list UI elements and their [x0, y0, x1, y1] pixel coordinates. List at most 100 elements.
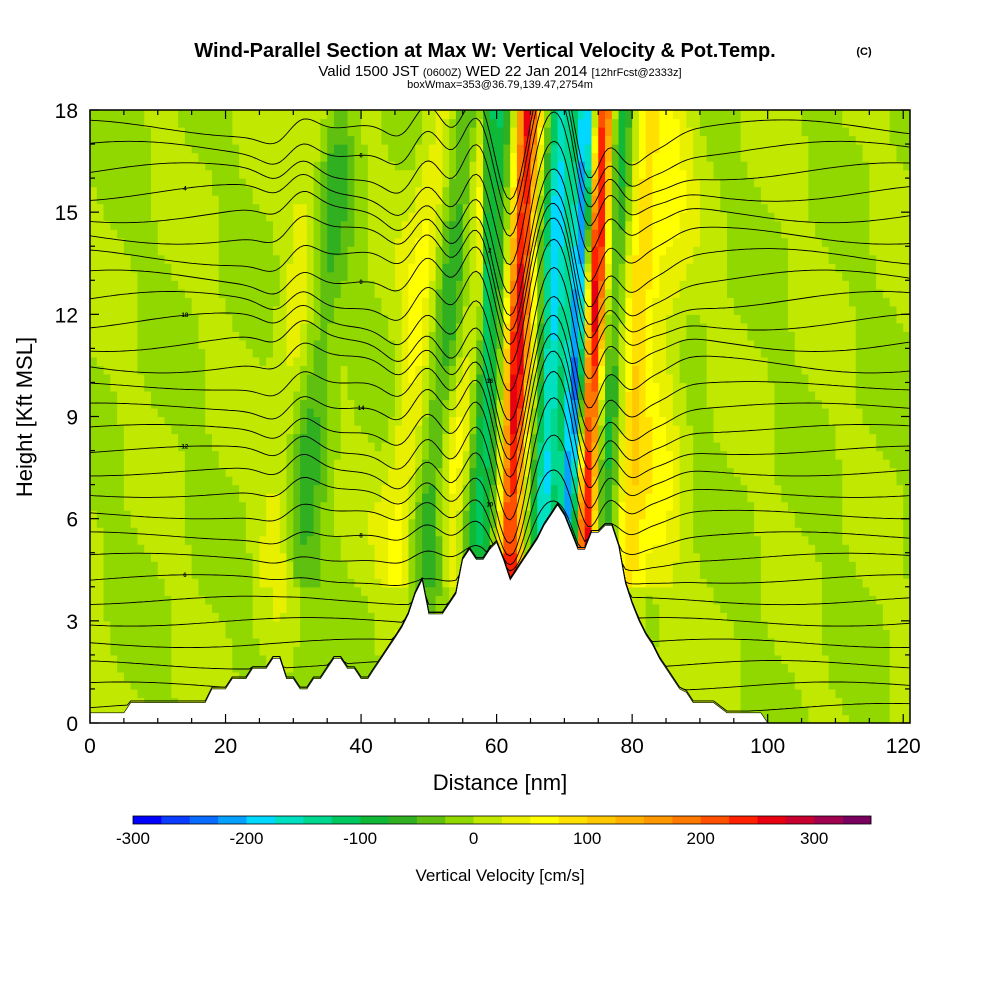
w-cell — [679, 382, 687, 716]
w-cell — [476, 144, 484, 188]
w-cell — [679, 339, 687, 384]
w-cell — [828, 110, 837, 264]
colorbar-swatch — [615, 816, 645, 824]
w-cell — [530, 373, 538, 409]
w-cell — [211, 450, 220, 613]
w-cell — [537, 195, 545, 230]
w-cell — [130, 110, 139, 273]
w-cell — [544, 127, 552, 154]
w-cell — [306, 322, 315, 375]
w-cell — [489, 118, 498, 409]
w-cell — [849, 561, 857, 723]
w-cell — [584, 110, 593, 145]
w-cell — [882, 110, 891, 298]
w-cell — [666, 510, 674, 588]
w-cell — [293, 110, 301, 205]
w-cell — [164, 595, 172, 723]
w-cell — [666, 110, 674, 247]
w-cell — [537, 416, 545, 443]
w-cell — [455, 356, 464, 384]
w-cell — [801, 135, 809, 375]
w-cell — [300, 365, 308, 401]
w-cell — [259, 212, 267, 367]
w-cell — [327, 271, 335, 324]
w-cell — [618, 110, 626, 188]
w-cell — [557, 161, 565, 247]
w-cell — [706, 161, 715, 409]
w-cell — [584, 203, 593, 222]
w-cell — [652, 110, 660, 154]
w-cell — [801, 373, 809, 537]
w-cell — [442, 186, 450, 222]
y-tick-label: 12 — [55, 304, 78, 327]
w-cell — [523, 476, 532, 511]
w-cell — [232, 110, 240, 145]
w-cell — [103, 620, 111, 723]
contour-label: 6 — [183, 573, 187, 579]
w-cell — [272, 305, 281, 494]
w-cell — [428, 331, 437, 401]
w-cell — [564, 390, 572, 452]
w-cell — [503, 348, 511, 384]
w-cell — [876, 450, 884, 605]
w-cell — [638, 178, 647, 520]
theta-contour — [90, 238, 910, 392]
w-cell — [591, 442, 599, 477]
w-cell — [340, 220, 349, 281]
theta-contour — [90, 217, 910, 365]
w-cell — [666, 246, 674, 315]
w-cell — [713, 178, 721, 443]
w-cell — [340, 365, 349, 562]
x-tick-label: 60 — [485, 735, 508, 758]
w-cell — [523, 110, 532, 137]
w-cell — [767, 637, 776, 723]
w-cell — [693, 552, 701, 723]
w-cell — [476, 220, 484, 273]
w-cell — [672, 297, 681, 426]
w-cell — [157, 254, 166, 418]
w-cell — [591, 365, 599, 392]
w-cell — [374, 501, 383, 579]
w-cell — [347, 135, 355, 247]
w-cell — [727, 620, 735, 723]
w-cell — [659, 110, 667, 256]
w-cell — [333, 297, 342, 460]
w-cell — [516, 110, 525, 145]
w-cell — [577, 476, 586, 494]
w-cell — [476, 110, 484, 120]
w-cell — [733, 476, 742, 639]
w-cell — [178, 450, 186, 716]
w-cell — [625, 220, 633, 256]
w-cell — [523, 407, 532, 435]
w-cell — [557, 365, 565, 452]
colorbar-swatch — [643, 816, 673, 824]
w-cell — [286, 110, 294, 264]
w-cell — [591, 169, 599, 179]
w-cell — [388, 467, 396, 520]
w-cell — [340, 280, 349, 367]
w-cell — [706, 110, 715, 162]
w-cell — [598, 297, 606, 324]
w-cell — [422, 110, 430, 162]
w-cell — [279, 612, 288, 682]
w-cell — [361, 144, 369, 435]
w-cell — [557, 305, 565, 367]
w-cell — [178, 127, 186, 290]
w-cell — [245, 552, 254, 723]
w-cell — [591, 178, 599, 196]
w-cell — [252, 110, 261, 205]
w-cell — [455, 280, 464, 324]
w-cell — [842, 110, 850, 128]
w-cell — [279, 110, 288, 554]
w-cell — [90, 110, 98, 188]
w-cell — [117, 237, 125, 426]
w-cell — [123, 680, 132, 723]
w-cell — [503, 186, 511, 230]
w-cell — [144, 390, 152, 554]
w-cell — [449, 390, 457, 418]
colorbar-swatch — [814, 816, 843, 824]
w-cell — [476, 186, 484, 222]
y-axis-label: Height [Kft MSL] — [12, 337, 37, 497]
w-cell — [584, 186, 593, 205]
w-cell — [449, 416, 457, 460]
